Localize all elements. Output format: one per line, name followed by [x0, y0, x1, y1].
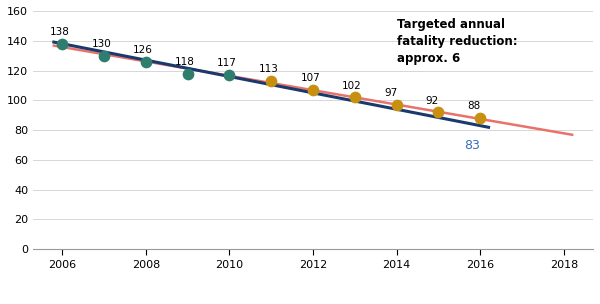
Forecast — [308, 88, 318, 92]
Forecast — [266, 78, 276, 83]
Text: 92: 92 — [426, 95, 439, 105]
5 Year Average UZA Fatalities — [99, 53, 109, 58]
Text: 102: 102 — [342, 81, 362, 91]
Forecast — [475, 116, 485, 121]
Text: 113: 113 — [259, 64, 278, 74]
Forecast — [392, 102, 401, 107]
Text: 126: 126 — [133, 45, 153, 55]
5 Year Average UZA Fatalities — [58, 41, 67, 46]
Text: 138: 138 — [50, 27, 70, 37]
Text: Targeted annual
fatality reduction:
approx. 6: Targeted annual fatality reduction: appr… — [397, 18, 518, 65]
Text: 117: 117 — [217, 58, 237, 68]
Text: 130: 130 — [91, 39, 111, 49]
Text: 88: 88 — [467, 102, 481, 112]
5 Year Average UZA Fatalities — [183, 71, 193, 76]
5 Year Average UZA Fatalities — [224, 73, 234, 78]
Forecast — [434, 110, 443, 115]
Forecast — [350, 95, 359, 100]
Text: 118: 118 — [175, 57, 195, 67]
Legend: 5 Year Average UZA Fatalities, Forecast: 5 Year Average UZA Fatalities, Forecast — [172, 301, 454, 304]
Text: 97: 97 — [384, 88, 397, 98]
Text: 83: 83 — [464, 139, 480, 152]
5 Year Average UZA Fatalities — [141, 59, 151, 64]
Text: 107: 107 — [301, 73, 320, 83]
